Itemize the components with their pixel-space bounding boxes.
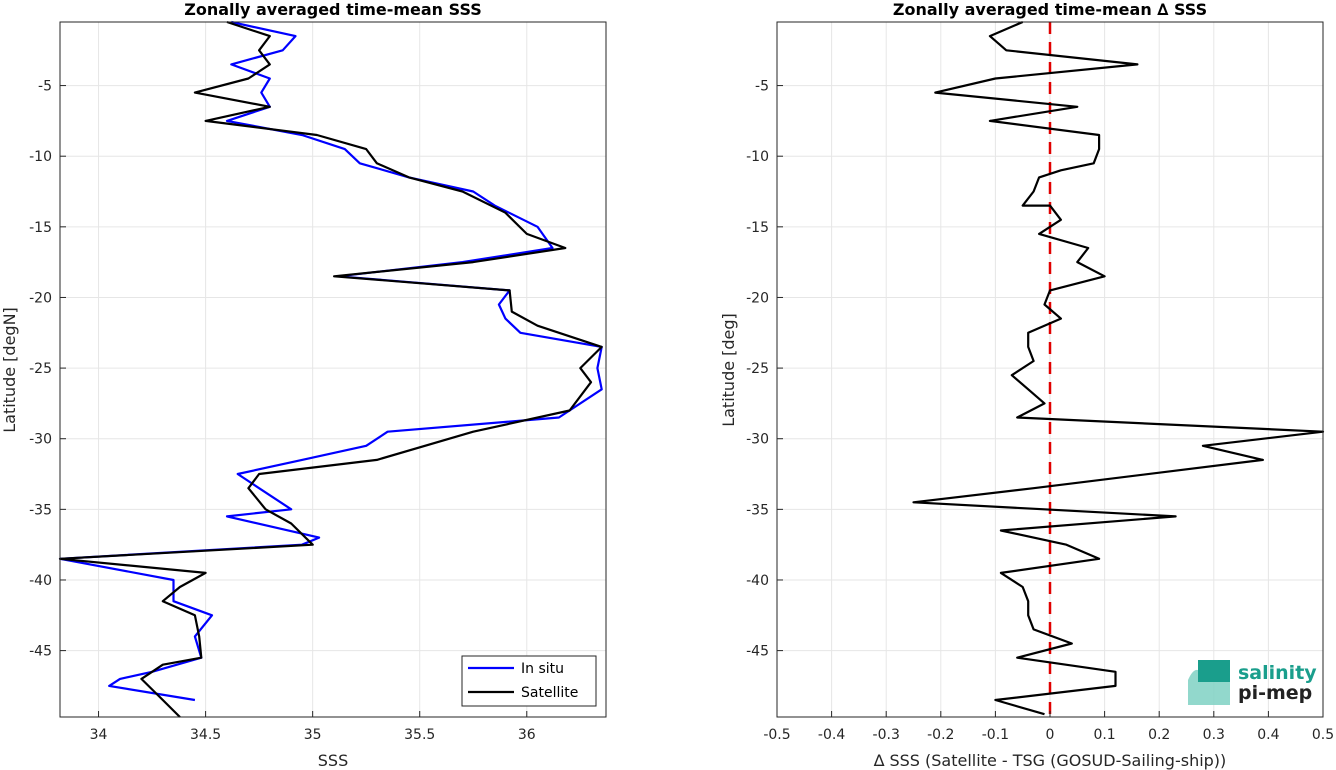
legend-label-in-situ: In situ (521, 661, 564, 677)
y-tick-label: -20 (29, 290, 52, 306)
y-tick-label: -5 (38, 79, 52, 95)
x-tick-label: 36 (518, 727, 536, 743)
y-tick-label: -25 (746, 361, 769, 377)
left-panel: 34 34.5 35 35.5 36 -5 -10 -15 -20 -25 -30 -35 -40 -45… (0, 0, 607, 770)
y-tick-label: -40 (29, 573, 52, 589)
legend-label-satellite: Satellite (521, 685, 578, 701)
chart-title: Zonally averaged time-mean ∆ SSS (893, 0, 1207, 19)
y-tick-label: -35 (746, 502, 769, 518)
chart-title: Zonally averaged time-mean SSS (184, 0, 482, 19)
x-tick-label: 0.4 (1257, 727, 1279, 743)
x-tick-label: 35 (304, 727, 322, 743)
series-line-delta-sss (912, 20, 1325, 716)
y-tick-label: -30 (746, 432, 769, 448)
y-tick-label: -10 (29, 149, 52, 165)
x-tick-label: 0.3 (1203, 727, 1225, 743)
y-tick-label: -15 (29, 220, 52, 236)
series-line-satellite (58, 20, 603, 718)
x-tick-label: -0.5 (763, 727, 790, 743)
y-tick-label: -5 (755, 79, 769, 95)
y-tick-label: -40 (746, 573, 769, 589)
logo-text-salinity: salinity (1238, 662, 1317, 684)
plot-area-border (59, 21, 607, 718)
y-tick-label: -45 (29, 644, 52, 660)
y-tick-label: -45 (746, 644, 769, 660)
grid (60, 22, 606, 717)
x-tick-label: -0.2 (927, 727, 954, 743)
x-tick-label: -0.4 (818, 727, 845, 743)
y-axis-label: Latitude [degN] (0, 307, 19, 433)
x-tick-label: 34 (90, 727, 108, 743)
x-tick-label: -0.3 (873, 727, 900, 743)
y-tick-label: -30 (29, 432, 52, 448)
logo-block-graphic (1198, 660, 1230, 682)
ticks: -0.5 -0.4 -0.3 -0.2 -0.1 0 0.1 0.2 0.3 0.4 0.5 -5 -1… (746, 79, 1334, 743)
right-panel: -0.5 -0.4 -0.3 -0.2 -0.1 0 0.1 0.2 0.3 0.4 0.5 -5 -1… (719, 0, 1334, 770)
x-axis-label: ∆ SSS (Satellite - TSG (GOSUD-Sailing-sh… (873, 751, 1227, 770)
legend-box (461, 655, 597, 707)
y-tick-label: -10 (746, 149, 769, 165)
x-tick-label: -0.1 (982, 727, 1009, 743)
series-lines (912, 20, 1325, 716)
y-tick-label: -20 (746, 290, 769, 306)
legend: In situ Satellite (461, 655, 597, 707)
plot-area-background (60, 22, 606, 717)
y-tick-label: -15 (746, 220, 769, 236)
x-tick-label: 0.1 (1093, 727, 1115, 743)
logo-text-pimep: pi-mep (1238, 682, 1312, 704)
x-tick-label: 0 (1046, 727, 1055, 743)
x-tick-label: 0.2 (1148, 727, 1170, 743)
y-tick-label: -25 (29, 361, 52, 377)
y-axis-label: Latitude [deg] (719, 313, 738, 427)
x-tick-label: 34.5 (190, 727, 221, 743)
y-tick-label: -35 (29, 502, 52, 518)
ticks: 34 34.5 35 35.5 36 -5 -10 -15 -20 -25 -30 -35 -40 -45 (29, 79, 536, 743)
x-tick-label: 35.5 (404, 727, 435, 743)
x-tick-label: 0.5 (1312, 727, 1334, 743)
series-lines (58, 20, 603, 718)
x-axis-label: SSS (318, 751, 348, 770)
salinity-pimep-logo: salinity pi-mep (1188, 660, 1317, 705)
